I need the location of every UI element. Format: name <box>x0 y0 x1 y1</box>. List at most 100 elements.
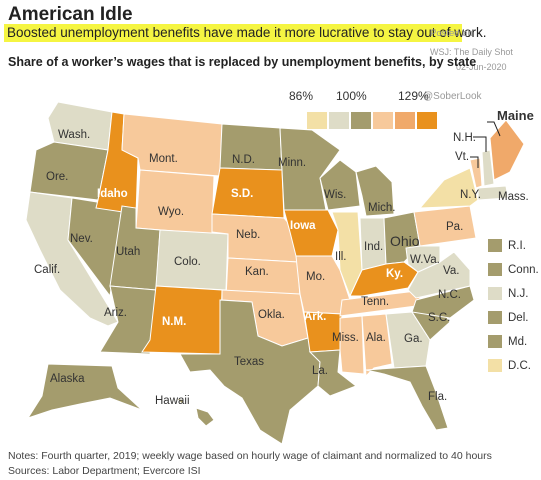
label-miss: Miss. <box>332 332 359 344</box>
state-ga <box>385 311 431 369</box>
state-ny <box>418 167 479 209</box>
state-hawaii <box>195 407 215 427</box>
state-wis <box>319 159 361 211</box>
legend-tick-low: 86% <box>289 89 314 103</box>
state-vt <box>469 157 483 189</box>
label-iowa: Iowa <box>290 220 316 232</box>
mini-legend-label: R.I. <box>508 239 526 252</box>
mini-legend-conn: Conn. <box>488 263 539 276</box>
legend-swatch-4 <box>373 112 393 129</box>
state-pa <box>413 205 477 247</box>
state-tenn <box>339 289 425 317</box>
label-okla: Okla. <box>258 309 285 321</box>
label-la: La. <box>312 365 328 377</box>
label-mich: Mich. <box>368 202 395 214</box>
swatch-dc <box>488 359 502 372</box>
mini-legend-nj: N.J. <box>488 287 528 300</box>
label-ill: Ill. <box>335 251 347 263</box>
state-texas <box>179 299 321 445</box>
label-ind: Ind. <box>364 241 383 253</box>
label-calif: Calif. <box>34 264 60 276</box>
mini-legend-dc: D.C. <box>488 359 531 372</box>
leader-maine <box>487 121 501 137</box>
leader-vt <box>470 156 479 168</box>
label-nm: N.M. <box>162 316 186 328</box>
mini-legend-label: Md. <box>508 335 528 348</box>
swatch-ri <box>488 239 502 252</box>
color-scale-legend <box>307 112 439 129</box>
state-minn <box>279 127 341 211</box>
footer-notes: Notes: Fourth quarter, 2019; weekly wage… <box>8 450 492 462</box>
label-vt: Vt. <box>455 151 469 163</box>
label-wis: Wis. <box>324 189 346 201</box>
mini-legend-label: N.J. <box>508 287 529 300</box>
state-miss <box>339 315 365 375</box>
label-fla: Fla. <box>428 391 447 403</box>
leader-nh <box>473 136 487 152</box>
handle-credit: @SoberLook <box>423 91 482 102</box>
legend-tick-high: 129% <box>398 89 429 103</box>
label-mass: Mass. <box>498 191 529 203</box>
label-va: Va. <box>443 265 459 277</box>
label-ala: Ala. <box>366 332 386 344</box>
map-title: Share of a worker’s wages that is replac… <box>8 55 477 69</box>
label-ore: Ore. <box>46 171 68 183</box>
label-alaska: Alaska <box>50 373 85 385</box>
state-hawaii-2 <box>174 397 185 405</box>
label-wyo: Wyo. <box>158 206 184 218</box>
state-va <box>407 251 471 299</box>
state-mass <box>477 185 509 201</box>
label-pa: Pa. <box>446 221 463 233</box>
posted-label: Posted on <box>430 28 473 39</box>
label-kan: Kan. <box>245 266 269 278</box>
label-mo: Mo. <box>306 271 325 283</box>
state-ala <box>361 313 393 378</box>
mini-legend-md: Md. <box>488 335 527 348</box>
swatch-del <box>488 311 502 324</box>
label-sc: S.C. <box>428 312 450 324</box>
label-ky: Ky. <box>386 268 403 280</box>
label-maine: Maine <box>497 108 534 123</box>
label-utah: Utah <box>116 246 140 258</box>
state-alaska <box>26 363 143 419</box>
state-nm <box>141 285 223 355</box>
label-nh: N.H. <box>453 132 476 144</box>
label-colo: Colo. <box>174 256 201 268</box>
label-neb: Neb. <box>236 229 260 241</box>
swatch-conn <box>488 263 502 276</box>
legend-tick-mid: 100% <box>336 89 367 103</box>
source-credit: WSJ: The Daily Shot <box>430 47 513 57</box>
mini-legend-ri: R.I. <box>488 239 526 252</box>
state-nh <box>481 149 495 187</box>
legend-swatch-1 <box>307 112 327 129</box>
subtitle-highlight <box>4 24 462 42</box>
state-ariz <box>99 285 157 355</box>
subtitle: Boosted unemployment benefits have made … <box>7 25 487 40</box>
label-hawaii: Hawaii <box>155 395 190 407</box>
label-ny: N.Y. <box>460 189 481 201</box>
label-ga: Ga. <box>404 333 423 345</box>
mini-legend-label: D.C. <box>508 359 531 372</box>
state-wyo <box>135 169 215 235</box>
mini-legend-label: Conn. <box>508 263 539 276</box>
legend-swatch-2 <box>329 112 349 129</box>
label-minn: Minn. <box>278 157 306 169</box>
label-nc: N.C. <box>438 289 461 301</box>
state-fla <box>365 365 449 431</box>
swatch-nj <box>488 287 502 300</box>
footer-sources: Sources: Labor Department; Evercore ISI <box>8 465 201 477</box>
label-texas: Texas <box>234 356 264 368</box>
post-date: 02-Jun-2020 <box>456 62 507 72</box>
label-nev: Nev. <box>70 233 93 245</box>
swatch-md <box>488 335 502 348</box>
chart-title: American Idle <box>8 4 133 25</box>
legend-swatch-5 <box>395 112 415 129</box>
legend-swatch-6 <box>417 112 437 129</box>
state-la <box>308 349 358 397</box>
label-tenn: Tenn. <box>361 296 389 308</box>
label-ariz: Ariz. <box>104 307 127 319</box>
state-mich <box>355 165 395 217</box>
label-wva: W.Va. <box>410 254 440 266</box>
label-nd: N.D. <box>232 154 255 166</box>
